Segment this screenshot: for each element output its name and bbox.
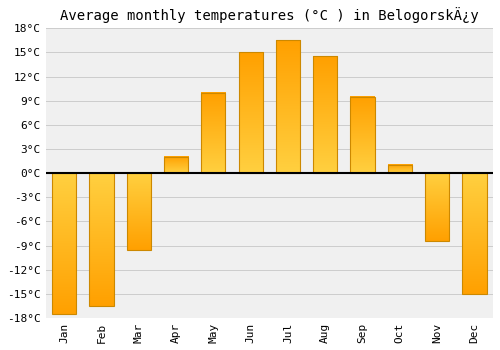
Bar bbox=[313, 56, 338, 173]
Bar bbox=[462, 173, 486, 294]
Title: Average monthly temperatures (°C ) in BelogorskÄ¿y: Average monthly temperatures (°C ) in Be… bbox=[60, 7, 478, 23]
Bar bbox=[164, 157, 188, 173]
Bar bbox=[350, 97, 374, 173]
Bar bbox=[238, 52, 263, 173]
Bar bbox=[52, 173, 76, 314]
Bar bbox=[126, 173, 151, 250]
Bar bbox=[425, 173, 449, 242]
Bar bbox=[90, 173, 114, 306]
Bar bbox=[201, 93, 226, 173]
Bar bbox=[276, 40, 300, 173]
Bar bbox=[388, 165, 412, 173]
